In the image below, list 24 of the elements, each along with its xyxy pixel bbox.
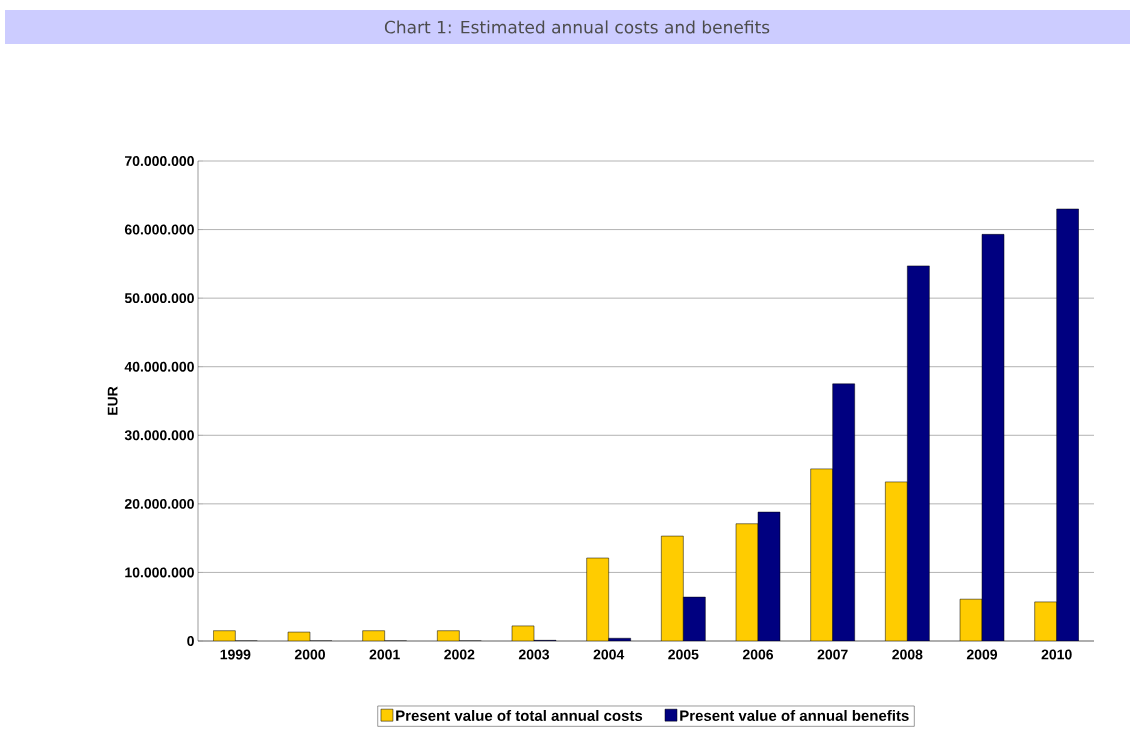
y-tick-label: 60.000.000 [124,224,194,235]
y-tick-label: 70.000.000 [125,156,194,166]
y-axis-title: EUR [107,386,118,415]
x-tick-label: 2004 [593,649,625,660]
x-tick-label: 2001 [369,649,400,660]
x-tick-label: 2010 [1041,649,1072,660]
legend-label: Present value of total annual costs [396,709,643,721]
y-tick-label: 20.000.000 [124,498,194,509]
x-tick-label: 2000 [294,649,325,660]
y-tick-label: 50.000.000 [124,293,194,304]
y-tick-label: 0 [187,636,194,646]
x-tick-label: 2003 [518,649,550,660]
y-tick-label: 40.000.000 [124,361,194,372]
y-tick-label: 10.000.000 [125,567,194,578]
legend-label: Present value of annual benefits [680,709,909,721]
chart-title: Chart 1: Estimated annual costs and benefits [384,20,770,34]
x-tick-label: 2009 [966,649,998,660]
x-tick-label: 2008 [892,649,923,660]
y-tick-label: 30.000.000 [124,430,194,441]
x-tick-label: 2005 [668,649,699,660]
x-tick-label: 2006 [742,649,774,660]
x-tick-label: 2007 [817,649,848,660]
x-tick-label: 2002 [444,649,475,660]
x-tick-label: 1999 [220,649,251,660]
